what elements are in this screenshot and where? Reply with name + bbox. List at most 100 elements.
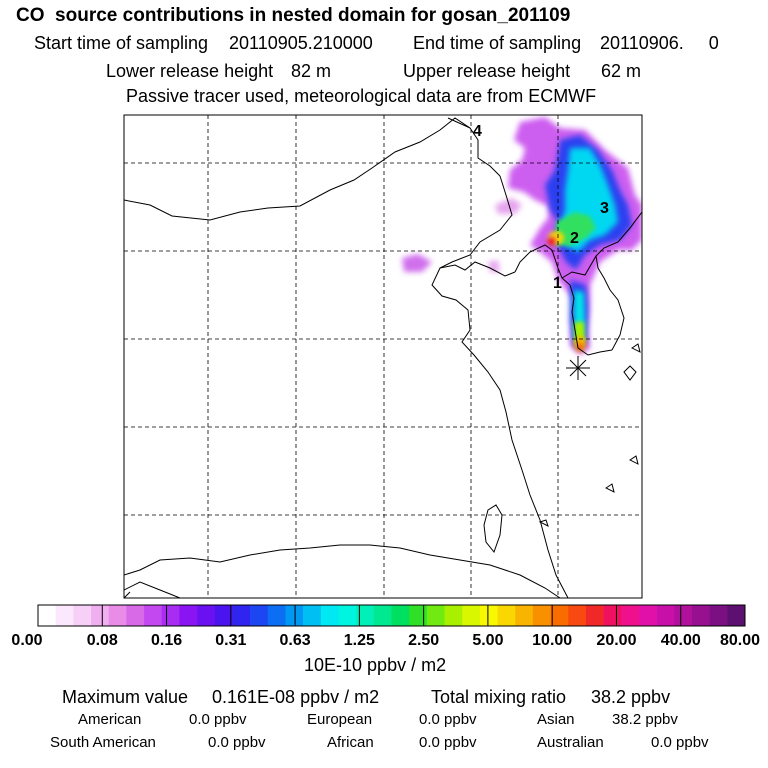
region-european-value: 0.0 ppbv: [419, 711, 477, 728]
colorbar-tick-label: 0.16: [151, 632, 182, 649]
trajectory-label-1: 1: [553, 275, 562, 292]
colorbar-tick-label: 80.00: [720, 632, 760, 649]
coastline-hainan: [124, 591, 131, 598]
colorbar-tick-labels: 0.00 0.08 0.16 0.31 0.63 1.25 2.50 5.00 10.00 20.…: [11, 632, 760, 649]
coastline-southwest: [124, 581, 181, 598]
colorbar-swatch: [144, 605, 163, 626]
region-australian-name: Australian: [537, 734, 604, 751]
total-mixing-value: 38.2 ppbv: [591, 687, 671, 707]
start-time-value: 20110905.210000: [229, 33, 373, 53]
end-time-value: 20110906. 0: [600, 33, 719, 53]
colorbar-tick-label: 20.00: [596, 632, 636, 649]
colorbar-swatch: [73, 605, 92, 626]
colorbar-swatch: [656, 605, 675, 626]
colorbar-tick-label: 0.31: [215, 632, 246, 649]
colorbar-swatch: [214, 605, 233, 626]
region-african-name: African: [327, 734, 374, 751]
colorbar-swatch: [38, 605, 56, 626]
colorbar-swatch: [391, 605, 410, 626]
map-panel: 1 2 3 4: [124, 115, 642, 598]
colorbar-swatch: [709, 605, 728, 626]
coastline-japan-kyushu: [623, 365, 637, 381]
colorbar-tick-label: 0.63: [280, 632, 311, 649]
end-time-label: End time of sampling: [413, 33, 582, 53]
region-australian-value: 0.0 ppbv: [651, 734, 709, 751]
colorbar-swatch: [356, 605, 375, 626]
map-frame: [123, 114, 643, 599]
region-american-value: 0.0 ppbv: [189, 711, 247, 728]
coastline-ryukyu-c: [538, 519, 549, 527]
region-south-american-name: South American: [50, 734, 156, 751]
coastline-bohai: [439, 261, 516, 277]
colorbar-swatch: [197, 605, 216, 626]
coastline-taiwan: [483, 504, 503, 554]
coastline-south-china: [124, 544, 561, 598]
coastline-korea-east: [595, 211, 642, 351]
colorbar-swatch: [232, 605, 251, 626]
colorbar-swatch: [621, 605, 640, 626]
colorbar-tick-label: 2.50: [408, 632, 439, 649]
colorbar-swatch: [479, 605, 498, 626]
coastline-korea-bay: [431, 175, 569, 598]
colorbar-swatch: [91, 605, 110, 626]
region-south-american-value: 0.0 ppbv: [208, 734, 266, 751]
trajectory-label-4: 4: [473, 123, 482, 140]
colorbar-unit-label: 10E-10 ppbv / m2: [304, 655, 447, 675]
region-american-name: American: [78, 711, 142, 728]
colorbar-swatch: [515, 605, 534, 626]
colorbar-swatch: [727, 605, 746, 626]
upper-release-label: Upper release height: [403, 61, 571, 81]
plume-green-main: [556, 212, 596, 246]
colorbar-swatch: [161, 605, 180, 626]
coastlines: [124, 117, 642, 598]
coastline-mongolia-border: [124, 117, 501, 221]
coastline-korea-west: [561, 277, 613, 356]
coastline-japan-islet-a: [631, 343, 641, 353]
region-asian-value: 38.2 ppbv: [612, 711, 678, 728]
tracer-info: Passive tracer used, meteorological data…: [126, 86, 597, 106]
start-time-label: Start time of sampling: [34, 33, 209, 53]
colorbar-swatch: [373, 605, 392, 626]
coastline-korea-border: [561, 255, 597, 279]
region-african-value: 0.0 ppbv: [419, 734, 477, 751]
colorbar-swatch: [532, 605, 551, 626]
coastline-liaodong: [514, 244, 563, 279]
colorbar-tick-label: 40.00: [661, 632, 701, 649]
colorbar-tick-label: 1.25: [344, 632, 375, 649]
colorbar-swatch: [126, 605, 145, 626]
colorbar-swatch: [338, 605, 357, 626]
colorbar-swatch: [691, 605, 710, 626]
colorbar-swatch: [426, 605, 445, 626]
coastline-ryukyu-a: [629, 455, 639, 465]
trajectory-line-4: [447, 117, 471, 129]
coastline-ryukyu-b: [605, 483, 615, 493]
colorbar-swatch: [320, 605, 339, 626]
colorbar-swatch: [55, 605, 74, 626]
plume-purple-blob-far: [402, 254, 432, 272]
chart-title: CO source contributions in nested domain…: [16, 5, 571, 26]
colorbar-swatch: [250, 605, 269, 626]
total-mixing-label: Total mixing ratio: [431, 687, 567, 707]
colorbar-swatch: [409, 605, 428, 626]
colorbar-swatch: [568, 605, 587, 626]
colorbar-swatch: [179, 605, 198, 626]
colorbar-tick-label: 0.08: [87, 632, 118, 649]
colorbar-swatch: [108, 605, 127, 626]
hotspot-red-north: [547, 236, 557, 246]
lower-release-label: Lower release height: [106, 61, 274, 81]
colorbar-swatch: [267, 605, 286, 626]
region-european-name: European: [307, 711, 373, 728]
colorbar-swatch: [674, 605, 693, 626]
upper-release-value: 62 m: [601, 61, 642, 81]
plume-purple-blob-west: [495, 198, 522, 214]
max-value-label: Maximum value: [62, 687, 189, 707]
hotspot-red-south: [577, 343, 583, 351]
colorbar-tick-label: 10.00: [532, 632, 572, 649]
lower-release-value: 82 m: [291, 61, 332, 81]
colorbar-swatch: [444, 605, 463, 626]
lat-lon-grid: [124, 115, 642, 598]
trajectory-label-3: 3: [600, 200, 609, 217]
colorbar-tick-label: 5.00: [472, 632, 503, 649]
colorbar-swatch: [585, 605, 604, 626]
